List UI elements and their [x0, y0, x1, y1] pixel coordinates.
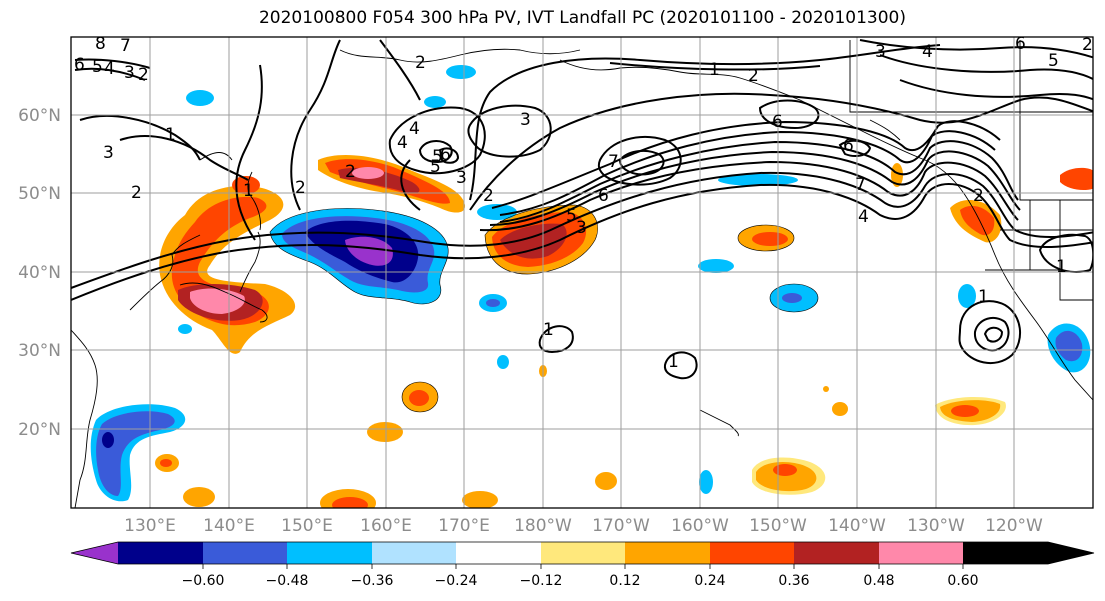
- contour-label: 4: [409, 119, 420, 139]
- colorbar-outline: [70, 541, 1095, 565]
- colorbar-tick-label: 0.60: [947, 573, 978, 589]
- contour-label: 2: [483, 186, 494, 206]
- colorbar-extend-high: [1048, 542, 1094, 564]
- contour-label: 5: [566, 206, 577, 226]
- contour-labels: 8 7 6 5 4 3 2 2 1 3 2 1 2 2 4 5 3 4 5 6 …: [74, 34, 1093, 372]
- colorbar-segment: [963, 542, 1048, 564]
- contour-label: 7: [120, 36, 131, 56]
- contour-label: 1: [243, 181, 254, 201]
- lon-label-140w: 140°W: [828, 516, 886, 536]
- colorbar-tick-label: −0.60: [182, 573, 225, 589]
- contour-label: 3: [875, 42, 886, 62]
- contour-label: 1: [668, 352, 679, 372]
- contour-label: 5: [1048, 51, 1059, 71]
- contour-label: 1: [709, 60, 720, 80]
- colorbar-segment: [372, 542, 456, 564]
- colorbar-extend-low: [71, 542, 118, 564]
- lat-label-60n: 60°N: [18, 106, 61, 126]
- contour-label: 7: [608, 152, 619, 172]
- colorbar-segment: [203, 542, 287, 564]
- contour-label: 1: [978, 287, 989, 307]
- contour-label: 6: [74, 55, 85, 75]
- contour-label: 5: [92, 57, 103, 77]
- colorbar-tick-label: 0.24: [694, 573, 725, 589]
- contour-label: 3: [520, 110, 531, 130]
- contour-label: 6: [843, 136, 854, 156]
- contour-label: 2: [295, 178, 306, 198]
- contour-label: 5: [432, 147, 443, 167]
- contour-label: 2: [345, 162, 356, 182]
- lat-label-20n: 20°N: [18, 420, 61, 440]
- lon-label-130w: 130°W: [907, 516, 965, 536]
- lon-label-150w: 150°W: [749, 516, 807, 536]
- contour-label: 7: [855, 175, 866, 195]
- colorbar-tick-label: −0.12: [520, 573, 563, 589]
- colorbar: −0.60 −0.48 −0.36 −0.24 −0.12 0.12 0.24 …: [70, 541, 1095, 589]
- gridlines: [71, 37, 1093, 508]
- map-frame: [70, 36, 1094, 509]
- lon-label-160e: 160°E: [360, 516, 412, 536]
- coastlines: [71, 40, 1093, 508]
- contour-label: 6: [772, 112, 783, 132]
- colorbar-segment: [456, 542, 541, 564]
- longitude-labels: 130°E 140°E 150°E 160°E 170°E 180°W 170°…: [124, 516, 1043, 536]
- contour-label: 2: [131, 183, 142, 203]
- contour-label: 1: [1056, 257, 1067, 277]
- lon-label-160w: 160°W: [671, 516, 729, 536]
- contour-label: 3: [576, 218, 587, 238]
- contour-label: 2: [415, 53, 426, 73]
- lon-label-140e: 140°E: [203, 516, 255, 536]
- contour-label: 3: [103, 143, 114, 163]
- colorbar-tick-label: −0.36: [351, 573, 394, 589]
- colorbar-segment: [541, 542, 625, 564]
- contour-label: 3: [456, 168, 467, 188]
- lon-label-170e: 170°E: [438, 516, 490, 536]
- contour-label: 4: [922, 42, 933, 62]
- shading-japan-ar: [159, 176, 296, 354]
- colorbar-tick-label: 0.48: [863, 573, 894, 589]
- lon-label-180w: 180°W: [514, 516, 572, 536]
- contour-label: 5: [430, 157, 441, 177]
- contour-label: 8: [95, 34, 106, 54]
- lat-label-30n: 30°N: [18, 341, 61, 361]
- contour-label: 1: [543, 320, 554, 340]
- latitude-labels: 60°N 50°N 40°N 30°N 20°N: [18, 106, 61, 440]
- contour-label: 6: [598, 186, 609, 206]
- contour-label: 6: [1015, 34, 1026, 54]
- colorbar-segment: [879, 542, 963, 564]
- colorbar-segment: [710, 542, 794, 564]
- lon-label-170w: 170°W: [592, 516, 650, 536]
- contour-label: 2: [1082, 35, 1093, 55]
- contour-label: 4: [397, 133, 408, 153]
- colorbar-segment: [287, 542, 372, 564]
- contour-label: 4: [104, 59, 115, 79]
- lat-label-40n: 40°N: [18, 263, 61, 283]
- lon-label-150e: 150°E: [281, 516, 333, 536]
- lon-label-120w: 120°W: [985, 516, 1043, 536]
- colorbar-segment: [118, 542, 203, 564]
- contour-label: 2: [748, 66, 759, 86]
- colorbar-segment: [794, 542, 879, 564]
- colorbar-segment: [625, 542, 710, 564]
- contour-label: 1: [165, 125, 176, 145]
- colorbar-tick-label: −0.24: [435, 573, 478, 589]
- contour-label: 4: [858, 207, 869, 227]
- contour-label: 2: [138, 65, 149, 85]
- colorbar-tick-label: 0.36: [778, 573, 809, 589]
- lon-label-130e: 130°E: [124, 516, 176, 536]
- contour-label: 3: [124, 63, 135, 83]
- colorbar-tick-label: 0.12: [609, 573, 640, 589]
- contour-label: 2: [973, 186, 984, 206]
- map-title: 2020100800 F054 300 hPa PV, IVT Landfall…: [258, 8, 906, 28]
- colorbar-tick-label: −0.48: [266, 573, 309, 589]
- contour-label: 6: [440, 145, 451, 165]
- lat-label-50n: 50°N: [18, 184, 61, 204]
- colorbar-ticks: [202, 564, 964, 569]
